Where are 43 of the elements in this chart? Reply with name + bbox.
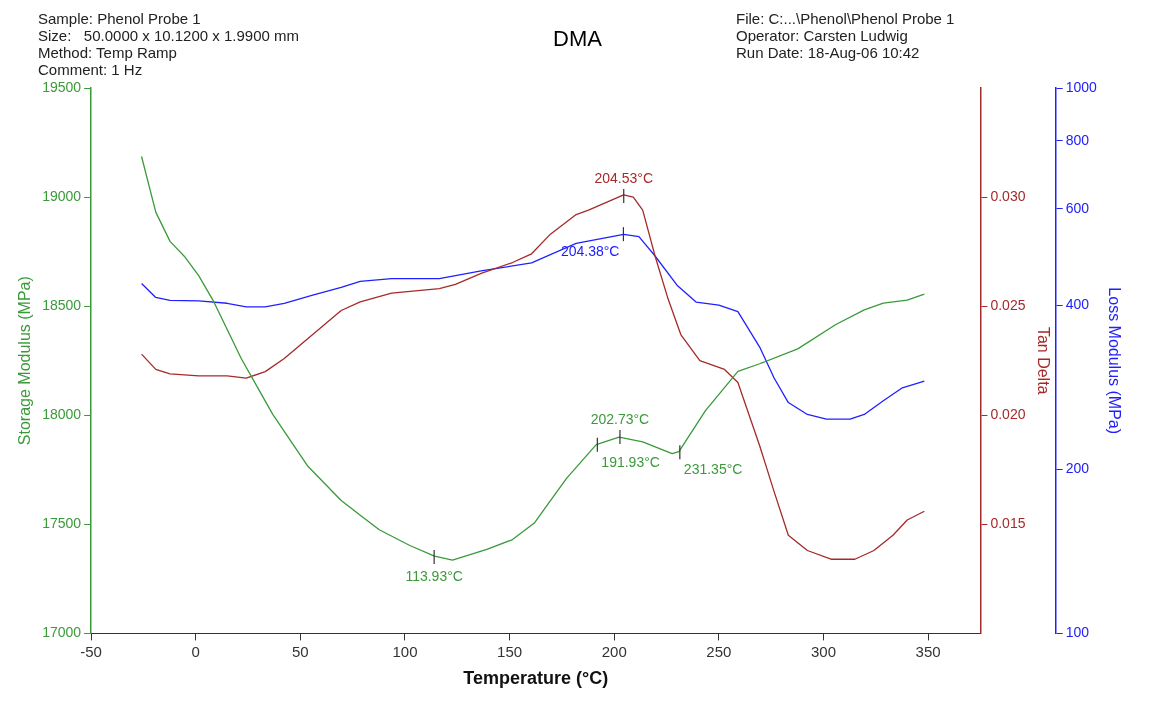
- annotation: 202.73°C: [590, 410, 650, 427]
- x-tick-label: 200: [601, 642, 627, 660]
- x-tick-label: 350: [915, 642, 941, 660]
- y-tick-label: 19500: [42, 78, 82, 95]
- text: Run Date: 18-Aug-06 10:42: [736, 43, 920, 61]
- y3-axis-title: Loss Modulus (MPa): [1105, 287, 1123, 435]
- text: Size: 50.0000 x 10.1200 x 1.9900 mm: [38, 26, 299, 44]
- y-tick-label: 19000: [42, 187, 82, 204]
- annotation: 231.35°C: [683, 461, 743, 478]
- y2-tick-label: 0.015: [990, 515, 1026, 532]
- y3-tick-label: 100: [1065, 624, 1090, 641]
- y3-tick-label: 200: [1065, 460, 1090, 477]
- x-tick-label: 100: [392, 642, 418, 660]
- x-tick-label: 50: [292, 642, 309, 660]
- chart-title: DMA: [553, 26, 603, 52]
- annotation: 204.38°C: [560, 243, 620, 260]
- y2-tick-label: 0.025: [990, 297, 1026, 314]
- y-tick-label: 17500: [42, 515, 82, 532]
- x-tick-label: 300: [810, 642, 836, 660]
- y-tick-label: 18000: [42, 406, 82, 423]
- y-axis-title: Storage Modulus (MPa): [16, 276, 34, 446]
- annotation: 204.53°C: [594, 169, 653, 186]
- text: Comment: 1 Hz: [38, 60, 143, 78]
- y3-tick-label: 400: [1065, 295, 1090, 312]
- annotation: 113.93°C: [405, 567, 463, 584]
- annotation: 191.93°C: [601, 453, 660, 470]
- text: Sample: Phenol Probe 1: [38, 9, 201, 27]
- y2-tick-label: 0.030: [990, 187, 1026, 204]
- y3-tick-label: 1000: [1065, 78, 1098, 95]
- x-tick-label: 150: [497, 642, 523, 660]
- x-axis-title: Temperature (°C): [463, 668, 609, 689]
- text: Operator: Carsten Ludwig: [736, 26, 908, 44]
- text: File: C:...\Phenol\Phenol Probe 1: [736, 9, 955, 27]
- y-tick-label: 18500: [42, 297, 82, 314]
- y-tick-label: 17000: [42, 624, 82, 641]
- y2-axis-title: Tan Delta: [1034, 326, 1052, 395]
- x-tick-label: 0: [191, 642, 200, 660]
- y3-tick-label: 800: [1065, 131, 1090, 148]
- y2-tick-label: 0.020: [990, 406, 1026, 423]
- text: Method: Temp Ramp: [38, 43, 177, 61]
- x-tick-label: -50: [80, 642, 102, 660]
- x-tick-label: 250: [706, 642, 732, 660]
- y3-tick-label: 600: [1065, 199, 1090, 216]
